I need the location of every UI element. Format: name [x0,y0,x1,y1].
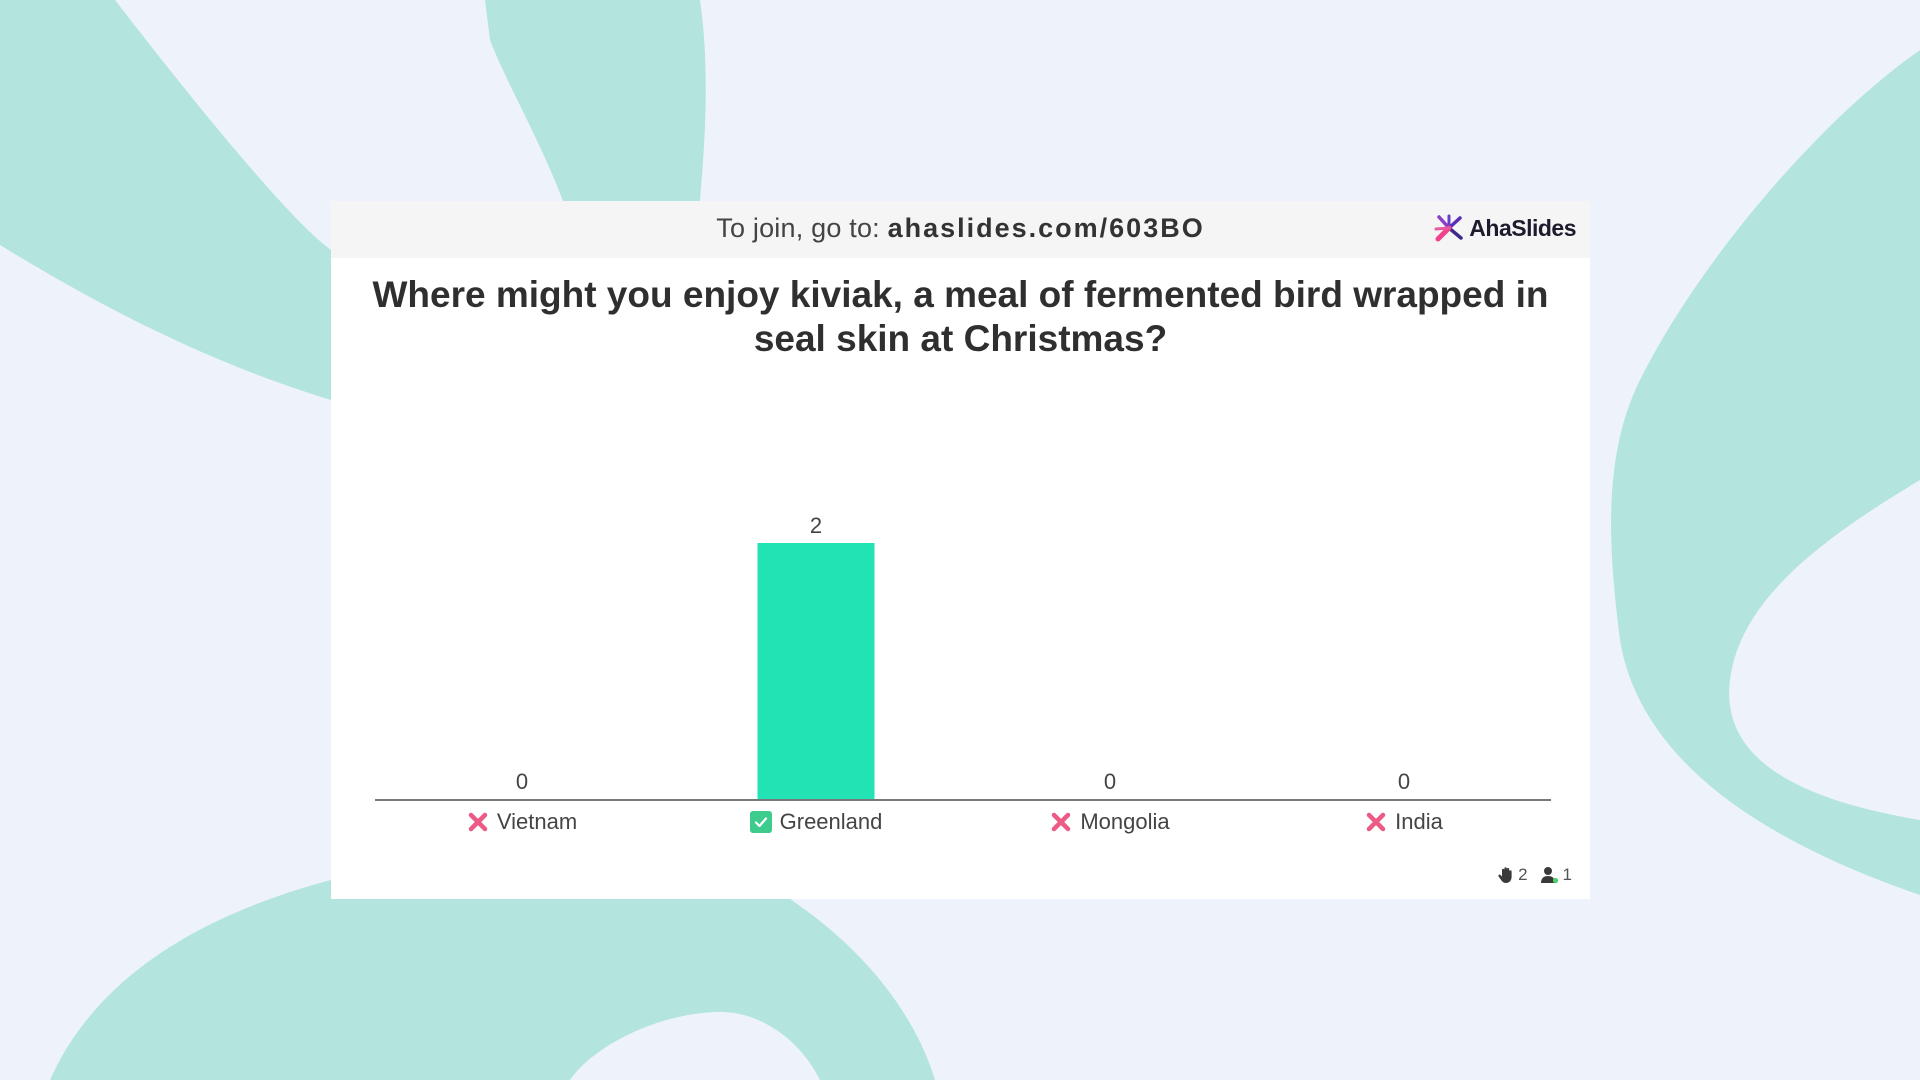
bar-value: 0 [1397,769,1411,794]
option-label-greenland: Greenland [669,809,963,835]
bar-column-vietnam: 0 [375,521,669,801]
responses-number: 2 [1518,865,1528,884]
join-instructions: To join, go to: ahaslides.com/603BO [331,213,1590,244]
join-url[interactable]: ahaslides.com/603BO [887,213,1205,243]
ahaslides-logo-icon [1434,214,1464,242]
incorrect-x-icon [468,812,488,832]
participants-count: 1 [1540,865,1572,885]
hand-icon [1498,867,1512,883]
option-label-vietnam: Vietnam [375,809,669,835]
stats-footer: 2 1 [1497,865,1572,885]
slide-card: To join, go to: ahaslides.com/603BO AhaS… [331,201,1590,899]
category-labels: Vietnam Greenland Mongolia India [375,809,1551,845]
ahaslides-logo: AhaSlides [1433,212,1576,244]
bar-column-mongolia: 0 [963,521,1257,801]
option-label-mongolia: Mongolia [963,809,1257,835]
option-label-india: India [1257,809,1551,835]
bar-greenland [757,543,875,799]
option-text: Vietnam [496,809,578,834]
bar-value: 0 [515,769,529,794]
bar-value: 2 [809,513,823,538]
user-online-icon [1540,867,1558,884]
option-text: Greenland [779,809,883,834]
participants-number: 1 [1562,865,1572,884]
question-title: Where might you enjoy kiviak, a meal of … [372,274,1549,359]
bar-column-india: 0 [1257,521,1551,801]
logo-text: AhaSlides [1469,214,1576,241]
join-prefix: To join, go to: [716,213,888,243]
bar-chart: 0 2 0 0 [375,513,1551,801]
option-text: Mongolia [1080,809,1170,834]
incorrect-x-icon [1366,812,1386,832]
option-text: India [1395,809,1443,834]
incorrect-x-icon [1052,812,1071,832]
x-axis-line [375,799,1551,801]
bar-column-greenland: 2 [669,513,963,801]
responses-count: 2 [1497,865,1528,885]
bar-value: 0 [1103,769,1117,794]
correct-check-icon [749,811,772,833]
join-header: To join, go to: ahaslides.com/603BO AhaS… [331,201,1590,258]
